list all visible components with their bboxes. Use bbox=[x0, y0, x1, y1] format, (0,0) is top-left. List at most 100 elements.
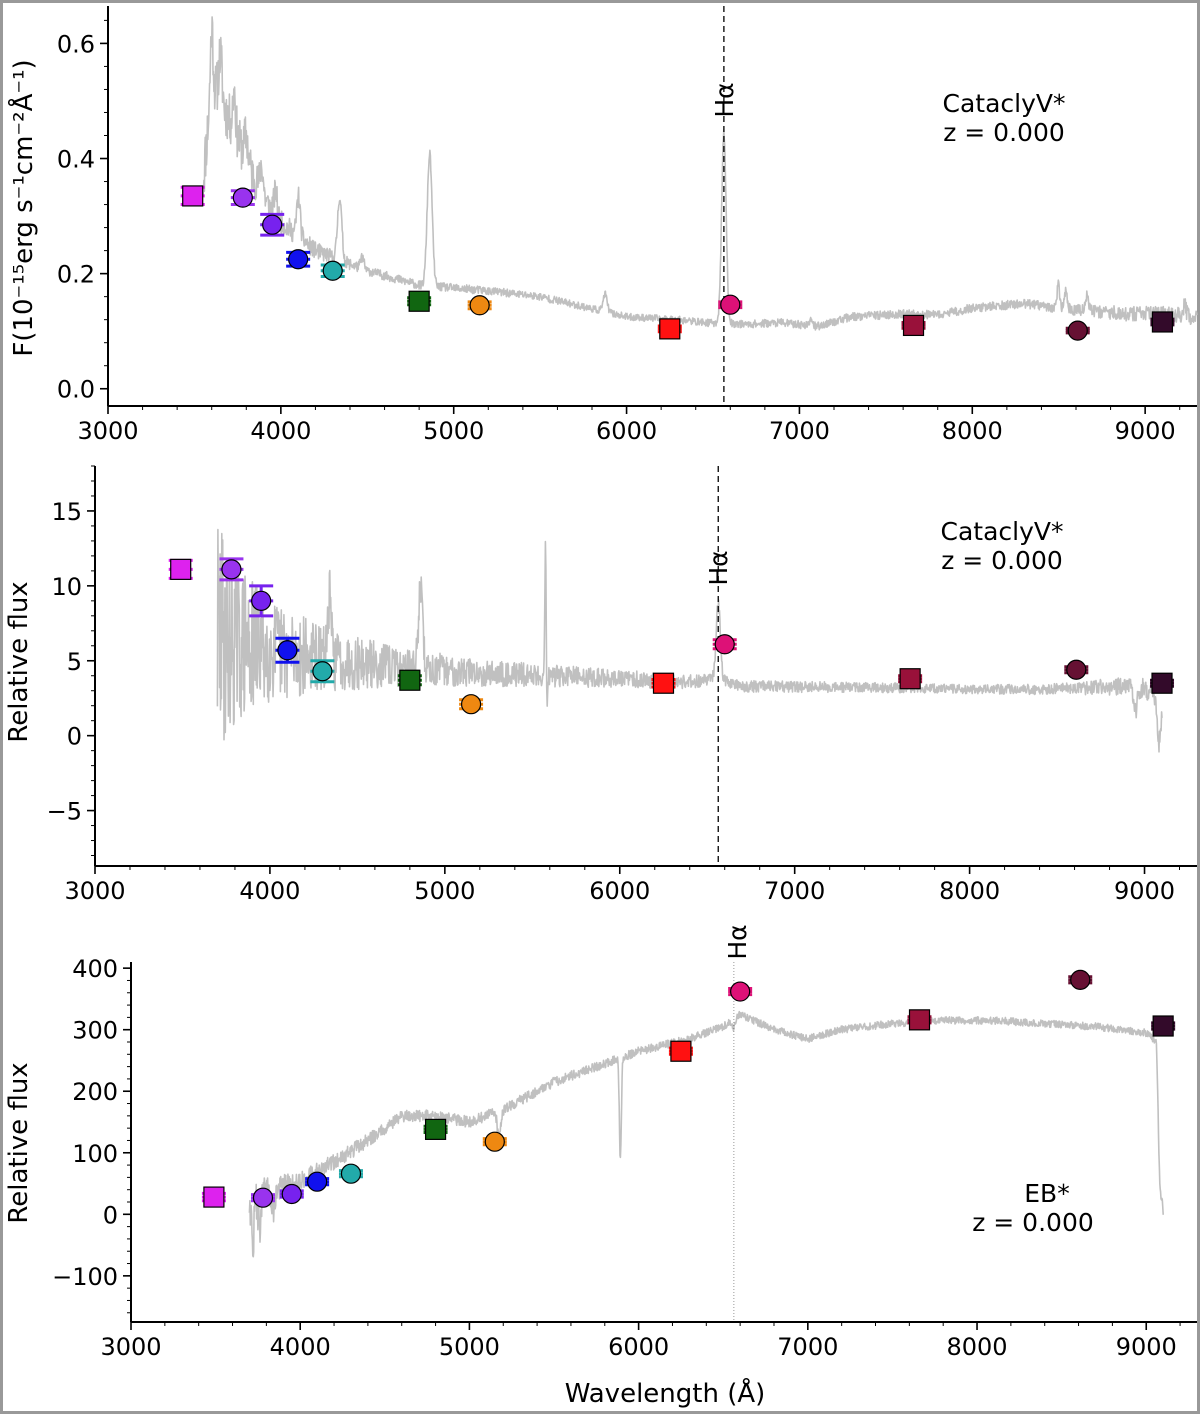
panel-2-point-6 bbox=[397, 669, 422, 691]
panel-1-ylabel: F(10⁻¹⁵erg s⁻¹cm⁻²Å⁻¹) bbox=[7, 59, 39, 356]
panel-1-xtick-labels: 3000 4000 5000 6000 7000 8000 9000 bbox=[77, 417, 1175, 445]
ytick-label-0: 0.0 bbox=[57, 376, 95, 404]
panel-1-point-2 bbox=[230, 187, 255, 208]
panel-1: 3000 4000 5000 6000 7000 8000 9000 0.00.20.40.… bbox=[7, 6, 1198, 445]
circle-marker bbox=[484, 1131, 505, 1152]
xtick-label-7000: 7000 bbox=[769, 417, 830, 445]
panel-2-point-4 bbox=[275, 636, 300, 664]
square-marker bbox=[659, 318, 681, 340]
panel-3-annotation-class: EB* bbox=[1024, 1179, 1069, 1208]
panel-2-halpha-label: Hα bbox=[704, 550, 733, 585]
circle-marker bbox=[251, 590, 272, 611]
panel-1-point-11 bbox=[1065, 320, 1090, 341]
xtick-label-6000: 6000 bbox=[596, 417, 657, 445]
square-marker bbox=[1151, 311, 1174, 333]
circle-marker bbox=[720, 294, 741, 315]
panel-3-annotation: EB* z = 0.000 bbox=[968, 1176, 1098, 1240]
panel-3-xlabel: Wavelength (Å) bbox=[565, 1377, 766, 1409]
square-marker bbox=[652, 672, 675, 694]
ytick-label-3: 10 bbox=[51, 573, 82, 601]
panel-2-point-9 bbox=[712, 634, 737, 655]
panel-1-spectrum-line bbox=[202, 16, 1198, 331]
circle-marker bbox=[460, 694, 482, 715]
square-marker bbox=[408, 290, 430, 312]
xtick-label-8000: 8000 bbox=[939, 877, 1000, 905]
panel-1-point-3 bbox=[260, 212, 285, 237]
xtick-label-8000: 8000 bbox=[942, 417, 1003, 445]
xtick-label-5000: 5000 bbox=[414, 877, 475, 905]
panel-1-annotation-class: CataclyV* bbox=[943, 89, 1066, 118]
square-marker bbox=[899, 668, 921, 690]
panel-1-annotation-redshift: z = 0.000 bbox=[943, 118, 1065, 147]
ytick-label-0: −100 bbox=[52, 1263, 118, 1291]
panel-3-spectrum-line bbox=[248, 1010, 1164, 1258]
circle-marker bbox=[322, 260, 343, 281]
circle-marker bbox=[469, 295, 490, 316]
panel-1-point-4 bbox=[286, 249, 311, 270]
xtick-label-7000: 7000 bbox=[777, 1333, 838, 1361]
panel-3-point-1 bbox=[201, 1186, 226, 1208]
panel-1-point-6 bbox=[407, 290, 432, 312]
panel-3-annotation-box bbox=[968, 1176, 1098, 1240]
xtick-label-6000: 6000 bbox=[608, 1333, 669, 1361]
panel-2-annotation-class: CataclyV* bbox=[941, 517, 1064, 546]
panel-2: 3000 4000 5000 6000 7000 8000 9000 −5 0 5 10 15 Re… bbox=[4, 465, 1197, 905]
ytick-label-0: −5 bbox=[47, 798, 82, 826]
panel-3-point-5 bbox=[338, 1163, 363, 1184]
panel-3-point-7 bbox=[482, 1131, 507, 1152]
circle-marker bbox=[307, 1171, 328, 1192]
panel-2-points-layer bbox=[168, 557, 1175, 715]
circle-marker bbox=[312, 661, 333, 682]
panel-3-points-layer bbox=[201, 969, 1176, 1208]
panel-3-point-11 bbox=[1068, 969, 1093, 990]
xtick-label-4000: 4000 bbox=[250, 417, 311, 445]
xtick-label-7000: 7000 bbox=[764, 877, 825, 905]
panel-3-ytick-labels: −100 0 100 200 300 400 bbox=[52, 955, 118, 1291]
xtick-label-8000: 8000 bbox=[946, 1333, 1007, 1361]
xtick-label-5000: 5000 bbox=[423, 417, 484, 445]
panel-2-ylabel: Relative flux bbox=[4, 581, 34, 742]
xtick-label-6000: 6000 bbox=[589, 877, 650, 905]
circle-marker bbox=[730, 981, 751, 1002]
panel-3-point-10 bbox=[907, 1009, 932, 1031]
panel-2-point-1 bbox=[168, 558, 193, 580]
panel-2-point-10 bbox=[898, 668, 923, 690]
panel-3-spectrum-layer bbox=[248, 962, 1164, 1322]
circle-marker bbox=[281, 1183, 302, 1205]
panel-3-point-8 bbox=[668, 1040, 693, 1062]
circle-marker bbox=[1066, 659, 1087, 680]
xtick-label-3000: 3000 bbox=[64, 877, 125, 905]
panel-1-point-9 bbox=[718, 294, 743, 315]
panel-2-point-7 bbox=[459, 694, 484, 715]
xtick-label-5000: 5000 bbox=[439, 1333, 500, 1361]
ytick-label-1: 0.2 bbox=[57, 261, 95, 289]
panel-1-halpha-label: Hα bbox=[710, 82, 739, 117]
circle-marker bbox=[221, 559, 242, 580]
circle-marker bbox=[1067, 320, 1088, 341]
panel-2-annotation-box bbox=[936, 514, 1068, 578]
panel-3-point-9 bbox=[728, 981, 753, 1002]
ytick-label-1: 0 bbox=[103, 1201, 118, 1229]
panel-1-ytick-labels: 0.0 0.2 0.4 0.6 bbox=[57, 30, 95, 403]
ytick-label-2: 5 bbox=[67, 648, 82, 676]
panel-2-ytick-labels: −5 0 5 10 15 bbox=[47, 498, 82, 826]
xtick-label-4000: 4000 bbox=[270, 1333, 331, 1361]
panel-2-point-12 bbox=[1150, 672, 1175, 694]
panel-2-point-3 bbox=[249, 584, 274, 618]
square-marker bbox=[399, 669, 421, 691]
square-marker bbox=[203, 1186, 225, 1208]
circle-marker bbox=[1070, 969, 1091, 990]
panel-3-point-12 bbox=[1151, 1015, 1176, 1037]
square-marker bbox=[1152, 1015, 1174, 1037]
panel-3-halpha-label: Hα bbox=[723, 924, 752, 959]
panel-2-point-11 bbox=[1064, 659, 1089, 680]
ytick-label-1: 0 bbox=[67, 723, 82, 751]
xtick-label-9000: 9000 bbox=[1115, 417, 1176, 445]
panel-2-point-8 bbox=[651, 672, 676, 694]
panel-1-point-7 bbox=[467, 295, 492, 316]
panel-3-axes-layer bbox=[123, 962, 1197, 1330]
circle-marker bbox=[714, 634, 735, 655]
ytick-label-4: 300 bbox=[72, 1017, 118, 1045]
xtick-label-9000: 9000 bbox=[1114, 877, 1175, 905]
